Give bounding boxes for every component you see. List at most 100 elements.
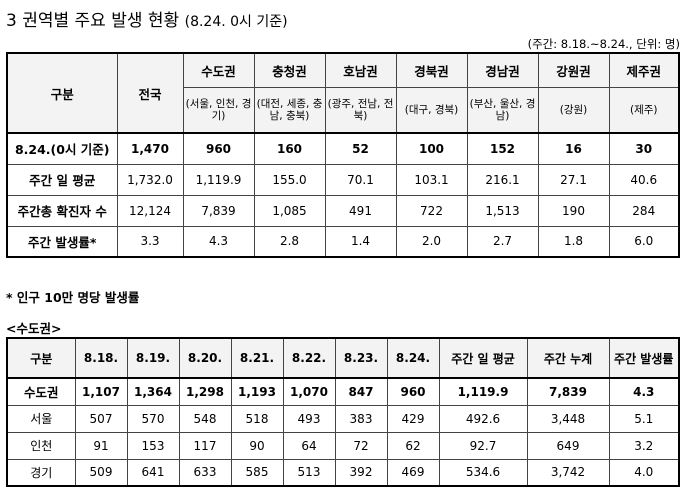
cell: 392 [334,458,388,487]
cell: 507 [74,404,128,433]
cell: 1,298 [178,377,232,406]
cell: 92.7 [438,431,528,460]
header-cell: 8.23. [334,337,388,379]
cell: 117 [178,431,232,460]
cell: 3,742 [526,458,610,487]
cell: 469 [386,458,440,487]
cell: 72 [334,431,388,460]
cell: 1,119.9 [438,377,528,406]
page-title: 3 권역별 주요 발생 현황 (8.24. 0시 기준) [6,6,288,31]
cell: 570 [126,404,180,433]
cell: 548 [178,404,232,433]
cell: 518 [230,404,284,433]
header-cell: 8.19. [126,337,180,379]
cell: 4.3 [182,225,255,258]
row-label: 경기 [6,458,76,487]
cell: 52 [324,132,397,165]
cell: 1.8 [537,225,610,258]
cell: 509 [74,458,128,487]
cell: 1,364 [126,377,180,406]
header-region: 호남권 [324,52,397,88]
header-cell: 8.22. [282,337,336,379]
cell: 7,839 [182,194,255,227]
cell: 16 [537,132,610,165]
cell: 284 [608,194,680,227]
cell: 12,124 [116,194,184,227]
cell: 4.0 [608,458,680,487]
header-cell: 8.21. [230,337,284,379]
cell: 5.1 [608,404,680,433]
cell: 491 [324,194,397,227]
cell: 4.3 [608,377,680,406]
header-region: 경북권 [395,52,468,88]
header-cell: 주간 누계 [526,337,610,379]
header-region: 충청권 [253,52,326,88]
cell: 216.1 [466,163,539,196]
table-row: 서울 507 570 548 518 493 383 429 492.6 3,4… [6,404,680,433]
regional-header-row: 구분 전국 수도권 충청권 호남권 경북권 경남권 강원권 제주권 [6,52,680,134]
cell: 1,470 [116,132,184,165]
table-row: 8.24.(0시 기준) 1,470 960 160 52 100 152 16… [6,132,680,165]
cell: 847 [334,377,388,406]
regional-subheader-row: (서울, 인천, 경기) (대전, 세종, 충남, 충북) (광주, 전남, 전… [7,86,680,134]
header-cell: 8.18. [74,337,128,379]
capital-header-row: 구분 8.18. 8.19. 8.20. 8.21. 8.22. 8.23. 8… [6,337,680,379]
row-label: 서울 [6,404,76,433]
cell: 1,193 [230,377,284,406]
row-label: 8.24.(0시 기준) [6,132,118,165]
cell: 960 [386,377,440,406]
header-region: 제주권 [608,52,680,88]
header-cell: 구분 [6,337,76,379]
footnote: * 인구 10만 명당 발생률 [6,290,140,305]
cell: 2.8 [253,225,326,258]
region-subareas: (제주) [608,86,680,134]
table-row: 인천 91 153 117 90 64 72 62 92.7 649 3.2 [6,431,680,460]
header-cell: 8.20. [178,337,232,379]
table-row: 주간총 확진자 수 12,124 7,839 1,085 491 722 1,5… [6,194,680,227]
cell: 1,107 [74,377,128,406]
cell: 534.6 [438,458,528,487]
cell: 100 [395,132,468,165]
cell: 40.6 [608,163,680,196]
header-cell: 주간 일 평균 [438,337,528,379]
cell: 1.4 [324,225,397,258]
region-subareas: (부산, 울산, 경남) [466,86,539,134]
cell: 70.1 [324,163,397,196]
row-label: 주간 발생률* [6,225,118,258]
header-region: 강원권 [537,52,610,88]
cell: 492.6 [438,404,528,433]
title-text: 3 권역별 주요 발생 현황 [6,11,180,31]
cell: 190 [537,194,610,227]
cell: 90 [230,431,284,460]
cell: 64 [282,431,336,460]
cell: 2.7 [466,225,539,258]
cell: 155.0 [253,163,326,196]
cell: 1,070 [282,377,336,406]
cell: 633 [178,458,232,487]
cell: 1,732.0 [116,163,184,196]
regional-table: 구분 전국 수도권 충청권 호남권 경북권 경남권 강원권 제주권 (서울, 인… [6,52,680,258]
cell: 2.0 [395,225,468,258]
cell: 1,085 [253,194,326,227]
capital-region-table: 구분 8.18. 8.19. 8.20. 8.21. 8.22. 8.23. 8… [6,337,680,487]
header-cell: 주간 발생률 [608,337,680,379]
header-region: 수도권 [182,52,255,88]
table-row: 경기 509 641 633 585 513 392 469 534.6 3,7… [6,458,680,487]
title-date: (8.24. 0시 기준) [184,14,288,30]
header-national: 전국 [116,52,184,134]
region-subareas: (광주, 전남, 전북) [324,86,397,134]
cell: 493 [282,404,336,433]
cell: 3.2 [608,431,680,460]
unit-note: (주간: 8.18.~8.24., 단위: 명) [527,37,680,51]
table-row: 수도권 1,107 1,364 1,298 1,193 1,070 847 96… [6,377,680,406]
row-label: 주간 일 평균 [6,163,118,196]
cell: 722 [395,194,468,227]
region-subareas: (서울, 인천, 경기) [182,86,255,134]
cell: 585 [230,458,284,487]
cell: 30 [608,132,680,165]
cell: 960 [182,132,255,165]
cell: 6.0 [608,225,680,258]
cell: 27.1 [537,163,610,196]
cell: 62 [386,431,440,460]
header-region: 경남권 [466,52,539,88]
